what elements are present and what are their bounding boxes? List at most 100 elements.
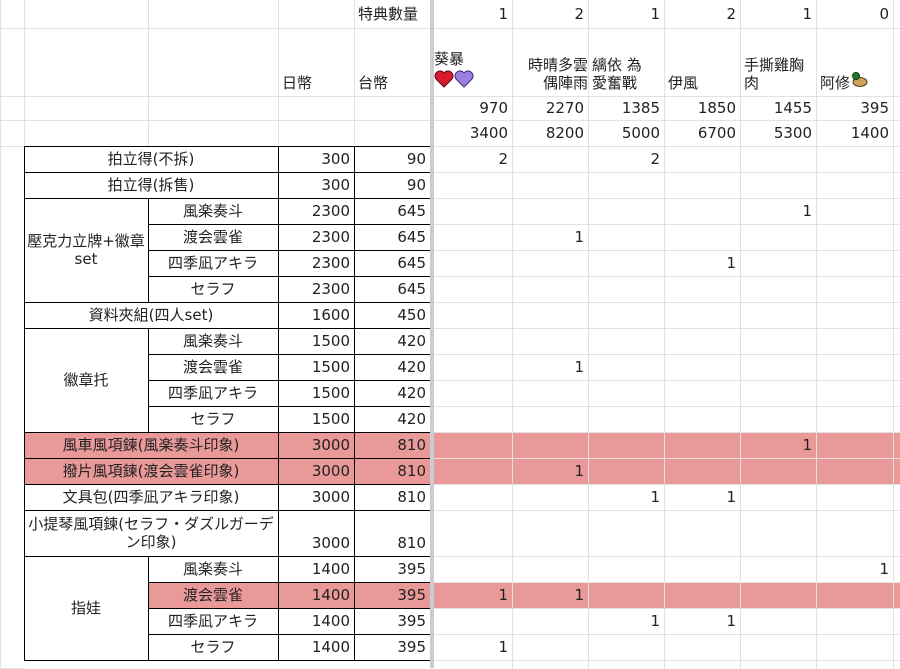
price-twd[interactable]: 90: [406, 176, 426, 194]
price-jpy[interactable]: 1500: [311, 410, 350, 428]
item-name[interactable]: 拍立得(拆售): [107, 176, 195, 194]
quantity-cell[interactable]: [740, 380, 816, 406]
price-jpy[interactable]: 1600: [311, 306, 350, 324]
quantity-cell[interactable]: [588, 556, 664, 582]
quantity-cell[interactable]: [664, 406, 740, 432]
quantity-cell[interactable]: [588, 432, 664, 458]
quantity-cell[interactable]: [588, 582, 664, 608]
quantity-cell[interactable]: [430, 406, 512, 432]
price-jpy[interactable]: 2300: [311, 280, 350, 298]
quantity-cell[interactable]: [430, 250, 512, 276]
quantity-cell[interactable]: [588, 458, 664, 484]
price-twd[interactable]: 645: [397, 254, 426, 272]
price-twd[interactable]: 645: [397, 228, 426, 246]
price-twd[interactable]: 810: [397, 534, 426, 552]
quantity-cell[interactable]: [664, 432, 740, 458]
quantity-cell[interactable]: [816, 172, 893, 198]
quantity-cell[interactable]: [740, 582, 816, 608]
quantity-cell[interactable]: 1: [879, 560, 889, 578]
price-twd[interactable]: 450: [397, 306, 426, 324]
buyer-total-twd[interactable]: 395: [860, 99, 889, 117]
quantity-cell[interactable]: [512, 432, 588, 458]
price-jpy[interactable]: 2300: [311, 202, 350, 220]
price-jpy[interactable]: 1500: [311, 332, 350, 350]
item-name[interactable]: 渡会雲雀: [182, 228, 243, 246]
quantity-cell[interactable]: [430, 510, 512, 556]
quantity-cell[interactable]: [740, 634, 816, 660]
quantity-cell[interactable]: [816, 608, 893, 634]
quantity-cell[interactable]: [664, 328, 740, 354]
quantity-cell[interactable]: 1: [726, 488, 736, 506]
item-name[interactable]: 拍立得(不拆): [107, 150, 195, 168]
price-jpy[interactable]: 3000: [311, 462, 350, 480]
quantity-cell[interactable]: 1: [650, 488, 660, 506]
group-label[interactable]: 徽章托: [63, 371, 109, 389]
quantity-cell[interactable]: [512, 302, 588, 328]
quantity-cell[interactable]: [512, 608, 588, 634]
buyer-name-header[interactable]: 葵暴: [430, 28, 512, 96]
buyer-bonus-count[interactable]: 0: [879, 5, 889, 23]
quantity-cell[interactable]: [664, 198, 740, 224]
quantity-cell[interactable]: [740, 406, 816, 432]
item-name[interactable]: 風車風項鍊(風楽奏斗印象): [62, 436, 240, 454]
price-jpy[interactable]: 3000: [311, 534, 350, 552]
quantity-cell[interactable]: 1: [650, 612, 660, 630]
quantity-cell[interactable]: [512, 146, 588, 172]
quantity-cell[interactable]: [816, 276, 893, 302]
quantity-cell[interactable]: 1: [726, 612, 736, 630]
price-jpy[interactable]: 2300: [311, 254, 350, 272]
buyer-name-header[interactable]: 縭依 為愛奮戰: [588, 28, 664, 96]
quantity-cell[interactable]: [512, 198, 588, 224]
quantity-cell[interactable]: [430, 608, 512, 634]
quantity-cell[interactable]: [512, 556, 588, 582]
quantity-cell[interactable]: [430, 354, 512, 380]
item-name[interactable]: 風楽奏斗: [182, 332, 243, 350]
quantity-cell[interactable]: [430, 172, 512, 198]
price-jpy[interactable]: 1400: [311, 560, 350, 578]
price-twd[interactable]: 810: [397, 462, 426, 480]
quantity-cell[interactable]: [816, 510, 893, 556]
buyer-bonus-count[interactable]: 1: [650, 5, 660, 23]
quantity-cell[interactable]: [740, 510, 816, 556]
quantity-cell[interactable]: [816, 250, 893, 276]
quantity-cell[interactable]: [816, 146, 893, 172]
quantity-cell[interactable]: [430, 224, 512, 250]
quantity-cell[interactable]: [740, 608, 816, 634]
quantity-cell[interactable]: [588, 510, 664, 556]
quantity-cell[interactable]: [588, 276, 664, 302]
item-name[interactable]: 四季凪アキラ: [167, 384, 258, 402]
quantity-cell[interactable]: [430, 328, 512, 354]
quantity-cell[interactable]: [816, 458, 893, 484]
price-jpy[interactable]: 300: [321, 150, 350, 168]
price-jpy[interactable]: 1400: [311, 638, 350, 656]
quantity-cell[interactable]: [740, 276, 816, 302]
price-jpy[interactable]: 300: [321, 176, 350, 194]
quantity-cell[interactable]: [816, 224, 893, 250]
quantity-cell[interactable]: [512, 172, 588, 198]
quantity-cell[interactable]: [664, 302, 740, 328]
quantity-cell[interactable]: [430, 276, 512, 302]
quantity-cell[interactable]: [664, 634, 740, 660]
twd-column-header[interactable]: 台幣: [358, 74, 389, 92]
price-twd[interactable]: 810: [397, 436, 426, 454]
quantity-cell[interactable]: [512, 380, 588, 406]
price-twd[interactable]: 645: [397, 280, 426, 298]
price-twd[interactable]: 420: [397, 332, 426, 350]
quantity-cell[interactable]: [740, 224, 816, 250]
quantity-cell[interactable]: 1: [574, 358, 584, 376]
quantity-cell[interactable]: [664, 582, 740, 608]
quantity-cell[interactable]: [664, 276, 740, 302]
buyer-name-header[interactable]: 阿修: [816, 28, 893, 96]
price-twd[interactable]: 810: [397, 488, 426, 506]
quantity-cell[interactable]: [740, 250, 816, 276]
item-name[interactable]: 資料夾組(四人set): [88, 306, 214, 324]
quantity-cell[interactable]: [512, 250, 588, 276]
price-twd[interactable]: 420: [397, 384, 426, 402]
quantity-cell[interactable]: [430, 432, 512, 458]
buyer-name-header[interactable]: 時晴多雲 偶陣雨: [512, 28, 588, 96]
quantity-cell[interactable]: [430, 302, 512, 328]
item-name[interactable]: 渡会雲雀: [182, 586, 243, 604]
quantity-cell[interactable]: [664, 224, 740, 250]
quantity-cell[interactable]: [512, 510, 588, 556]
